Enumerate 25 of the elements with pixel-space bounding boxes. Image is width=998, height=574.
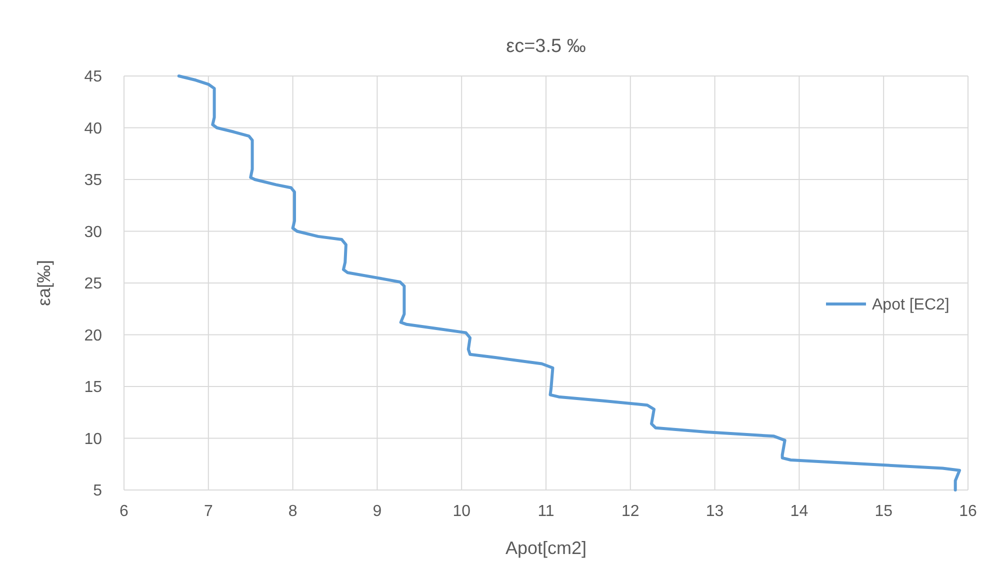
legend-label: Apot [EC2] — [872, 296, 950, 314]
y-tick-label: 25 — [84, 276, 102, 293]
y-tick-label: 20 — [84, 327, 102, 344]
y-tick-label: 30 — [84, 224, 102, 241]
x-tick-label: 9 — [372, 503, 382, 520]
y-tick-label: 5 — [93, 482, 102, 500]
x-tick-label: 6 — [120, 503, 129, 520]
x-tick-label: 13 — [706, 503, 724, 520]
x-axis-title: Apot[cm2] — [505, 538, 587, 558]
x-tick-label: 15 — [874, 503, 893, 520]
x-tick-label: 8 — [288, 503, 298, 520]
chart-title: εc=3.5 ‰ — [506, 36, 586, 57]
y-axis-title: εa[‰] — [34, 260, 54, 306]
y-tick-label: 15 — [84, 379, 102, 396]
line-series — [177, 74, 962, 492]
x-tick-label: 14 — [790, 503, 808, 520]
y-tick-label: 45 — [84, 68, 102, 86]
x-tick-label: 16 — [959, 503, 977, 520]
y-tick-label: 35 — [84, 172, 102, 190]
x-tick-label: 10 — [452, 503, 471, 520]
y-tick-label: 10 — [84, 430, 102, 448]
x-tick-label: 7 — [204, 503, 213, 520]
y-tick-label: 40 — [84, 120, 102, 138]
x-tick-label: 11 — [538, 503, 554, 520]
x-tick-label: 12 — [622, 503, 640, 520]
